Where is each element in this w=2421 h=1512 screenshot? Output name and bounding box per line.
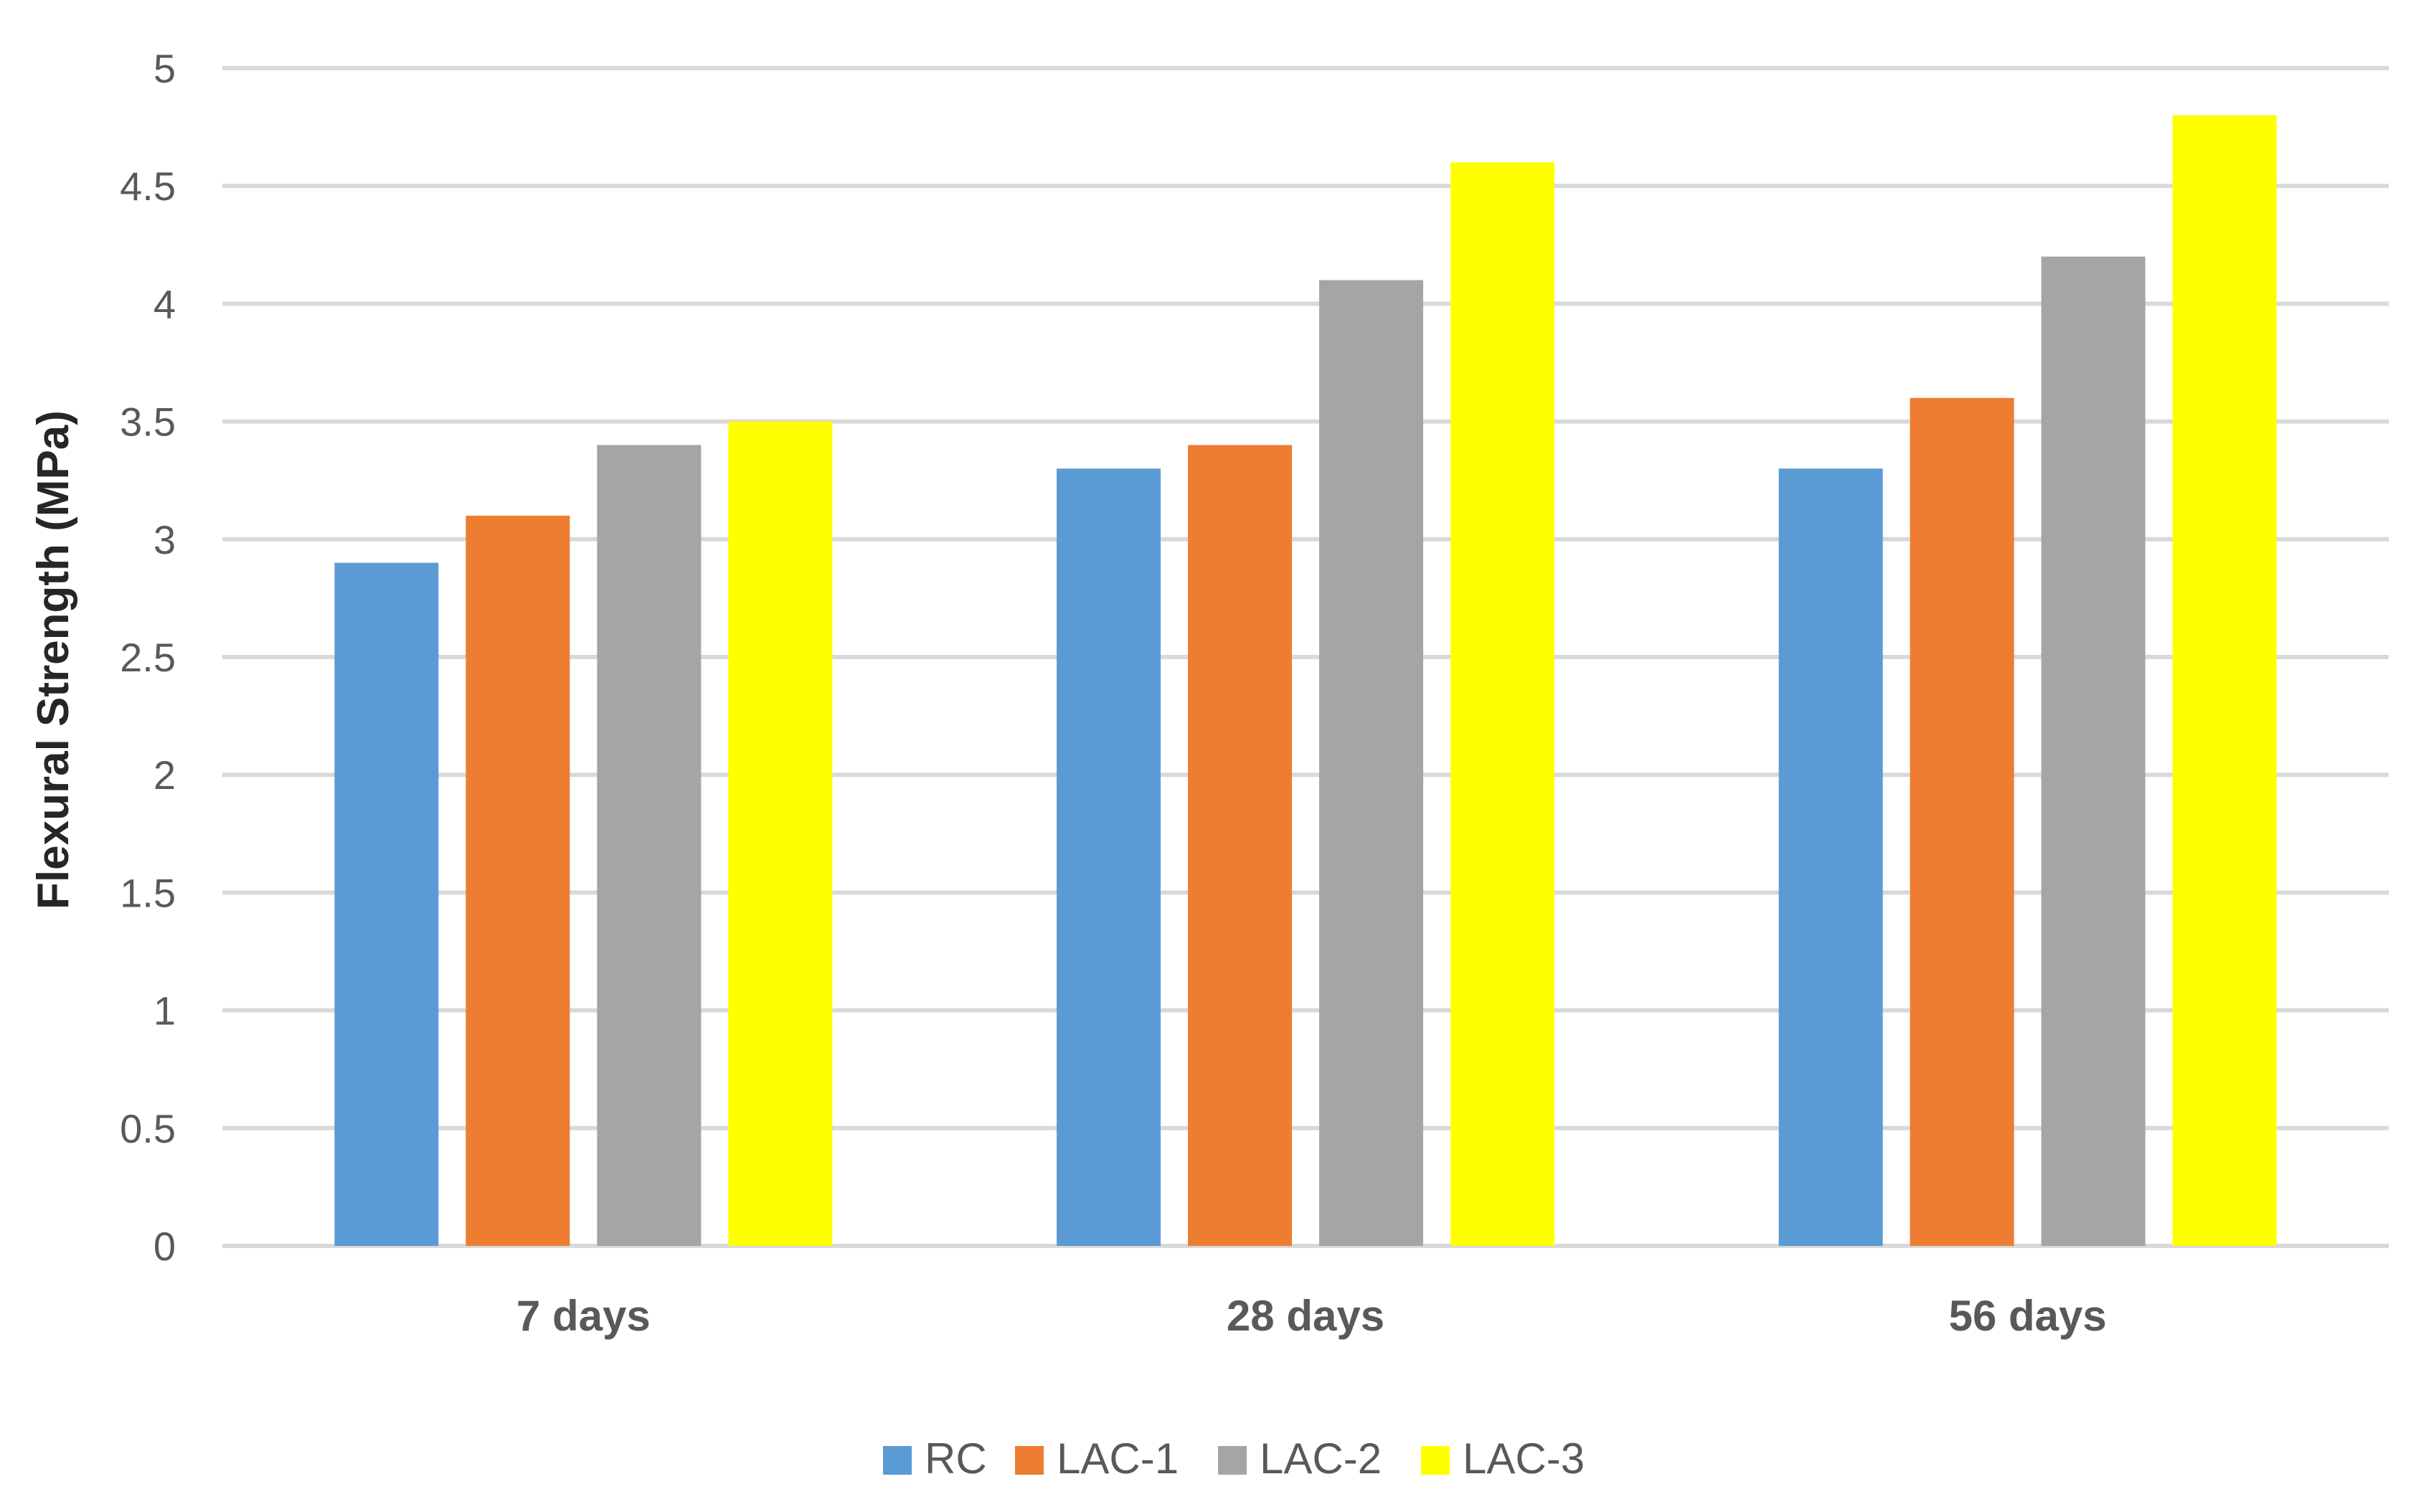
y-tick-label: 0	[154, 1224, 176, 1269]
legend: RC LAC-1 LAC-2 LAC-3	[883, 1435, 1585, 1483]
bar-rc-56-days[interactable]	[1778, 468, 1883, 1246]
bar-lac-1-7-days[interactable]	[466, 515, 570, 1246]
y-tick-label: 4.5	[120, 164, 176, 209]
bar-rc-7-days[interactable]	[334, 562, 439, 1246]
bars	[334, 115, 2277, 1247]
gridlines	[222, 66, 2389, 1248]
bar-lac-2-28-days[interactable]	[1319, 280, 1423, 1246]
bar-lac-1-28-days[interactable]	[1188, 445, 1292, 1247]
bar-lac-3-56-days[interactable]	[2172, 115, 2277, 1247]
y-axis-ticks: 0 0.5 1 1.5 2 2.5 3 3.5 4 4.5 5	[120, 46, 176, 1269]
y-tick-label: 5	[154, 46, 176, 91]
legend-label-lac-3: LAC-3	[1463, 1435, 1585, 1483]
legend-label-lac-1: LAC-1	[1057, 1435, 1179, 1483]
legend-label-rc: RC	[925, 1435, 987, 1483]
bar-lac-3-28-days[interactable]	[1450, 162, 1554, 1247]
legend-swatch-lac-3	[1421, 1446, 1450, 1475]
y-tick-label: 3.5	[120, 400, 176, 445]
bar-rc-28-days[interactable]	[1057, 468, 1161, 1246]
legend-swatch-lac-2	[1218, 1446, 1247, 1475]
bar-lac-2-56-days[interactable]	[2041, 256, 2146, 1247]
y-tick-label: 1	[154, 988, 176, 1034]
bar-lac-3-7-days[interactable]	[728, 421, 833, 1246]
bar-lac-1-56-days[interactable]	[1910, 397, 2014, 1246]
legend-label-lac-2: LAC-2	[1260, 1435, 1382, 1483]
y-tick-label: 2.5	[120, 635, 176, 680]
legend-swatch-lac-1	[1015, 1446, 1044, 1475]
x-axis-categories: 7 days 28 days 56 days	[516, 1292, 2107, 1340]
y-axis-title: Flexural Strength (MPa)	[29, 410, 78, 909]
x-category-label: 28 days	[1227, 1292, 1384, 1340]
y-tick-label: 1.5	[120, 870, 176, 915]
y-tick-label: 0.5	[120, 1106, 176, 1151]
y-tick-label: 2	[154, 752, 176, 798]
x-category-label: 56 days	[1949, 1292, 2107, 1340]
y-tick-label: 4	[154, 281, 176, 326]
y-tick-label: 3	[154, 517, 176, 562]
x-category-label: 7 days	[516, 1292, 651, 1340]
bar-lac-2-7-days[interactable]	[597, 445, 702, 1247]
legend-swatch-rc	[883, 1446, 912, 1475]
